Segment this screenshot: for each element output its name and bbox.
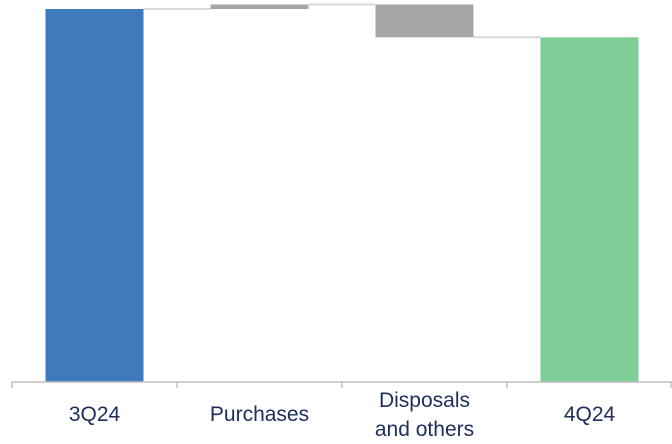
x-axis-ticks [11,382,672,388]
bar-purchases [210,4,309,9]
bar-4q24 [540,37,639,383]
chart-bars [45,4,639,383]
chart-connectors [143,3,541,39]
x-tick-label: 4Q24 [564,403,616,426]
x-tick-label: Disposals and others [375,389,474,441]
bar-3q24 [45,9,144,382]
x-tick-label: 3Q24 [69,403,121,426]
bar-disposals-and-others [375,4,474,38]
x-tick-label: Purchases [210,403,309,426]
x-axis-labels: 3Q24 Purchases Disposals and others 4Q24 [69,389,616,441]
